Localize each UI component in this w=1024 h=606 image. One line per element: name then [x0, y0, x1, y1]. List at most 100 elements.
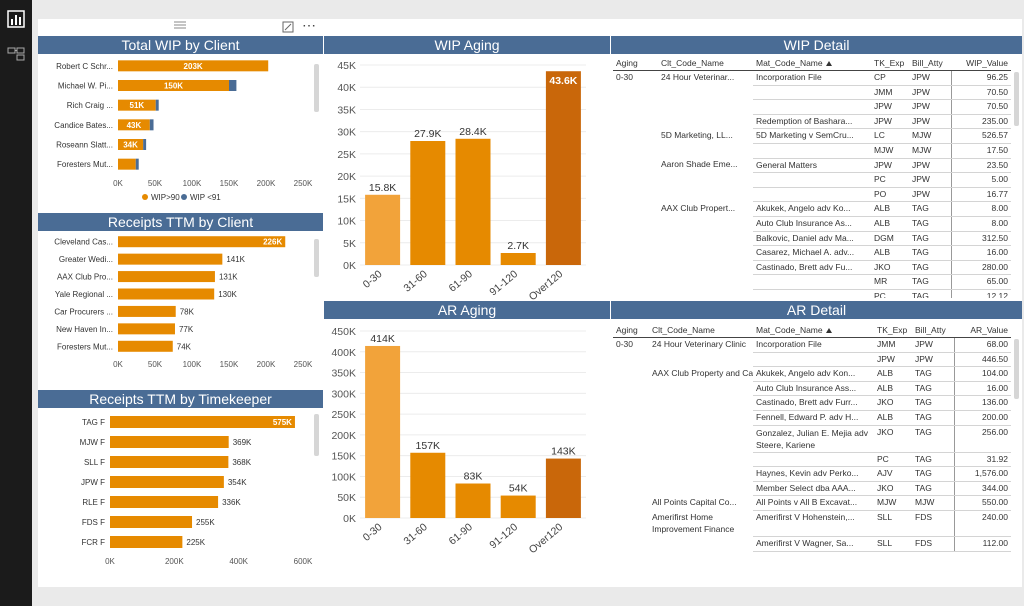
col-header-tk-exp[interactable]: TK_Exp	[871, 56, 909, 71]
col-header-wip-value[interactable]: WIP_Value	[951, 56, 1011, 71]
col-header-bill-atty[interactable]: Bill_Atty	[909, 56, 951, 71]
bar[interactable]	[110, 436, 229, 448]
table-row[interactable]: Haynes, Kevin adv Perko... AJV TAG 1,576.00	[613, 466, 1011, 482]
table-row[interactable]: Fennell, Edward P. adv H... ALB TAG 200.00	[613, 410, 1011, 426]
bar[interactable]	[118, 305, 176, 317]
col-header-aging[interactable]: Aging	[613, 56, 658, 71]
focus-mode-icon[interactable]	[282, 21, 294, 33]
ar-detail-table[interactable]: Aging Clt_Code_Name Mat_Code_Name TK_Exp…	[613, 323, 1011, 552]
bar[interactable]	[118, 253, 223, 265]
ar-aging-panel[interactable]: AR Aging 0K 50K 100K 150K 200K 250K 300K 350K 40…	[324, 301, 610, 580]
table-row[interactable]: Auto Club Insurance Ass... ALB TAG 16.00	[613, 381, 1011, 397]
bar[interactable]	[149, 119, 154, 131]
table-row[interactable]: Aaron Shade Eme... General Matters JPW JPW 2…	[613, 158, 1011, 174]
table-row[interactable]: Member Select dba AAA... JKO TAG 344.00	[613, 481, 1011, 497]
bar[interactable]	[118, 323, 175, 335]
table-row[interactable]: 5D Marketing, LL... 5D Marketing v SemCru…	[613, 128, 1011, 144]
table-row[interactable]: AAX Club Propert... Akukek, Angelo adv Ko…	[613, 201, 1011, 217]
more-options-button[interactable]: ⋯	[302, 17, 316, 33]
bar[interactable]	[545, 458, 581, 518]
table-row[interactable]: Casarez, Michael A. adv... ALB TAG 16.00	[613, 245, 1011, 261]
scrollbar[interactable]	[314, 64, 319, 112]
col-header-matter[interactable]: Mat_Code_Name	[753, 56, 871, 71]
wip-aging-panel[interactable]: WIP Aging 0K 5K 10K 15K 20K 25K 30K 35K 40K 45K 15…	[324, 36, 610, 301]
bar[interactable]	[155, 99, 159, 111]
scrollbar[interactable]	[1014, 72, 1019, 126]
wip-detail-panel[interactable]: WIP Detail Aging Clt_Code_Name Mat_Code_…	[611, 36, 1022, 298]
table-row[interactable]: Gonzalez, Julian E. Mejia adv Steere, Ka…	[613, 425, 1011, 453]
table-row[interactable]: 0-30 24 Hour Veterinar... Incorporation Fi…	[613, 70, 1011, 86]
scrollbar[interactable]	[314, 239, 319, 277]
table-row[interactable]: Amerifirst V Wagner, Sa... SLL FDS 112.00	[613, 536, 1011, 552]
receipts-ttm-by-client-panel[interactable]: Receipts TTM by Client 0K 50K 100K 150K 200K…	[38, 213, 323, 383]
ar-detail-panel[interactable]: AR Detail Aging Clt_Code_Name Mat_Code_N…	[611, 301, 1022, 580]
bar[interactable]	[118, 236, 286, 248]
total-wip-by-client-chart[interactable]: 0K 50K 100K 150K 200K 250K Robert C Schr... 203…	[38, 54, 323, 208]
bar[interactable]	[118, 99, 156, 111]
table-row[interactable]: JPW JPW 70.50	[613, 99, 1011, 115]
table-row[interactable]: JPW JPW 446.50	[613, 352, 1011, 368]
col-header-tk-exp[interactable]: TK_Exp	[874, 323, 912, 338]
bar[interactable]	[118, 158, 136, 170]
total-wip-by-client-panel[interactable]: Total WIP by Client 0K 50K 100K 150K 200K 250…	[38, 36, 323, 208]
bar[interactable]	[118, 288, 215, 300]
table-row[interactable]: JMM JPW 70.50	[613, 85, 1011, 101]
pages-icon[interactable]	[7, 45, 25, 63]
receipts-by-timekeeper-chart[interactable]: 0K 200K 400K 600K TAG F 575K MJW F 369K SLL F 368…	[38, 408, 323, 580]
bar[interactable]	[118, 119, 150, 131]
col-header-bill-atty[interactable]: Bill_Atty	[912, 323, 954, 338]
bar[interactable]	[500, 495, 536, 518]
col-header-ar-value[interactable]: AR_Value	[954, 323, 1011, 338]
drag-handle-icon[interactable]	[173, 20, 187, 30]
table-row[interactable]: MR TAG 65.00	[613, 274, 1011, 290]
scrollbar[interactable]	[1014, 339, 1019, 399]
bar[interactable]	[500, 253, 536, 265]
bar[interactable]	[118, 80, 229, 91]
bar[interactable]	[110, 536, 183, 548]
table-row[interactable]: Amerifirst Home Improvement Finance Ameri…	[613, 510, 1011, 537]
bar[interactable]	[118, 60, 269, 72]
bar[interactable]	[118, 340, 173, 352]
col-header-client[interactable]: Clt_Code_Name	[658, 56, 753, 71]
bar[interactable]	[143, 139, 147, 150]
table-row[interactable]: AAX Club Property and CasualtyAkukek, An…	[613, 366, 1011, 382]
table-row[interactable]: Castinado, Brett adv Fu... JKO TAG 280.00	[613, 260, 1011, 276]
table-row[interactable]: 0-30 24 Hour Veterinary Clinic Incorporati…	[613, 337, 1011, 353]
bar[interactable]	[545, 71, 581, 265]
table-row[interactable]: Redemption of Bashara... JPW JPW 235.00	[613, 114, 1011, 130]
table-row[interactable]: Balkovic, Daniel adv Ma... DGM TAG 312.50	[613, 231, 1011, 247]
wip-detail-table[interactable]: Aging Clt_Code_Name Mat_Code_Name TK_Exp…	[613, 56, 1011, 298]
bar[interactable]	[110, 516, 193, 528]
table-row[interactable]: PC JPW 5.00	[613, 172, 1011, 188]
bar[interactable]	[365, 194, 401, 265]
bar[interactable]	[118, 271, 215, 283]
table-row[interactable]: Castinado, Brett adv Furr... JKO TAG 136.00	[613, 395, 1011, 411]
bar[interactable]	[410, 141, 446, 265]
table-row[interactable]: Auto Club Insurance As... ALB TAG 8.00	[613, 216, 1011, 232]
col-header-aging[interactable]: Aging	[613, 323, 649, 338]
table-row[interactable]: PO JPW 16.77	[613, 187, 1011, 203]
table-row[interactable]: All Points Capital Co... All Points v All…	[613, 495, 1011, 511]
bar[interactable]	[365, 345, 401, 518]
bar[interactable]	[118, 139, 144, 150]
ar-aging-chart[interactable]: 0K 50K 100K 150K 200K 250K 300K 350K 400K 450K 414…	[324, 319, 610, 580]
col-header-client[interactable]: Clt_Code_Name	[649, 323, 753, 338]
receipts-ttm-by-timekeeper-panel[interactable]: Receipts TTM by Timekeeper 0K 200K 400K 600…	[38, 390, 323, 580]
table-row[interactable]: PC TAG 31.92	[613, 452, 1011, 468]
bar-chart-icon[interactable]	[7, 10, 25, 28]
bar[interactable]	[135, 158, 139, 170]
bar[interactable]	[110, 476, 224, 488]
bar[interactable]	[110, 416, 295, 428]
wip-aging-chart[interactable]: 0K 5K 10K 15K 20K 25K 30K 35K 40K 45K 15.8K 0-30 27.…	[324, 54, 610, 301]
bar[interactable]	[455, 483, 491, 518]
scrollbar[interactable]	[314, 414, 319, 456]
table-row[interactable]: MJW MJW 17.50	[613, 143, 1011, 159]
bar[interactable]	[455, 138, 491, 265]
bar[interactable]	[410, 452, 446, 518]
receipts-by-client-chart[interactable]: 0K 50K 100K 150K 200K 250K Cleveland Cas... 226…	[38, 231, 323, 383]
bar[interactable]	[229, 80, 237, 91]
bar[interactable]	[110, 456, 229, 468]
table-row[interactable]: PC TAG 12.12	[613, 289, 1011, 298]
col-header-matter[interactable]: Mat_Code_Name	[753, 323, 874, 338]
bar[interactable]	[110, 496, 219, 508]
